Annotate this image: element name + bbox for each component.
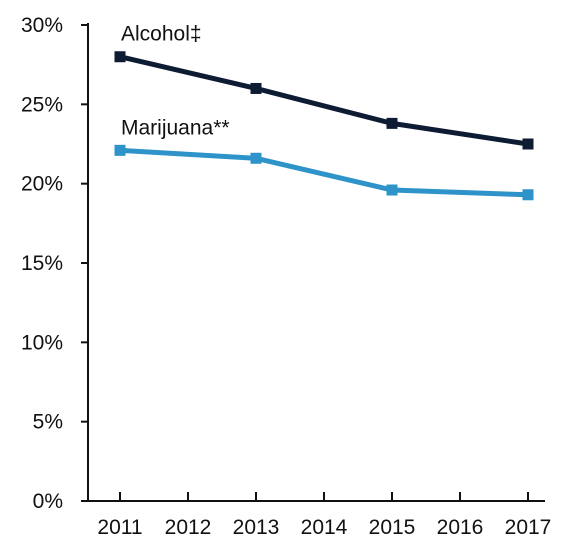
- series-label-alcohol: Alcohol‡: [121, 23, 202, 46]
- series-line-alcohol: [119, 54, 529, 147]
- y-tick-label: 20%: [21, 173, 63, 196]
- series-line-marijuana: [119, 147, 529, 198]
- series-labels: Alcohol‡ Marijuana**: [121, 23, 230, 140]
- x-tick-label: 2016: [437, 516, 484, 539]
- axes: [87, 23, 545, 502]
- y-tick-label: 10%: [21, 331, 63, 354]
- y-ticks: 0% 5% 10% 15% 20% 25% 30%: [21, 14, 88, 513]
- series-layer: [114, 51, 534, 201]
- data-point-alcohol: [250, 82, 262, 94]
- data-point-alcohol: [522, 138, 534, 150]
- x-tick-label: 2012: [165, 516, 212, 539]
- x-tick-label: 2017: [505, 516, 552, 539]
- series-label-marijuana: Marijuana**: [121, 116, 230, 139]
- y-tick-label: 15%: [21, 252, 63, 275]
- data-point-alcohol: [114, 51, 126, 63]
- data-point-marijuana: [386, 184, 398, 196]
- x-tick-label: 2015: [369, 516, 416, 539]
- x-tick-label: 2014: [301, 516, 348, 539]
- data-point-alcohol: [386, 117, 398, 129]
- data-point-marijuana: [522, 189, 534, 201]
- y-tick-label: 30%: [21, 14, 63, 37]
- y-tick-label: 5%: [33, 411, 63, 434]
- x-tick-label: 2011: [97, 516, 142, 539]
- data-point-marijuana: [250, 152, 262, 164]
- data-point-marijuana: [114, 144, 126, 156]
- x-ticks: 2011 2012 2013 2014 2015 2016 2017: [97, 492, 551, 539]
- y-tick-label: 0%: [33, 490, 63, 513]
- x-tick-label: 2013: [233, 516, 280, 539]
- y-tick-label: 25%: [21, 93, 63, 116]
